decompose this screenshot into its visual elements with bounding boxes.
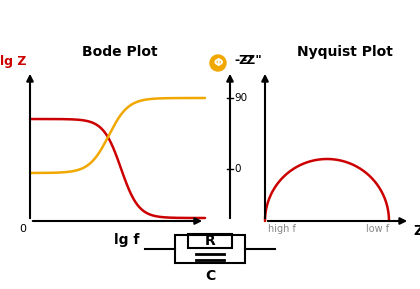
Text: Z': Z' (413, 224, 420, 238)
Text: 0: 0 (234, 164, 241, 173)
Text: lg f: lg f (114, 233, 140, 247)
Text: Φ: Φ (213, 58, 223, 68)
Text: low f: low f (366, 224, 389, 234)
Bar (188, 234, 232, 248)
Text: Bode Plot: Bode Plot (82, 45, 158, 59)
Text: high f: high f (268, 224, 296, 234)
Text: Nyquist Plot: Nyquist Plot (297, 45, 393, 59)
Text: 0: 0 (19, 224, 26, 234)
Text: -Z": -Z" (241, 54, 262, 67)
Text: -Z": -Z" (234, 54, 255, 67)
Text: R: R (205, 234, 215, 248)
Circle shape (210, 55, 226, 71)
Text: 90: 90 (234, 93, 247, 103)
Text: lg Z: lg Z (0, 55, 27, 68)
Text: C: C (205, 269, 215, 283)
Bar (175, 235, 245, 263)
